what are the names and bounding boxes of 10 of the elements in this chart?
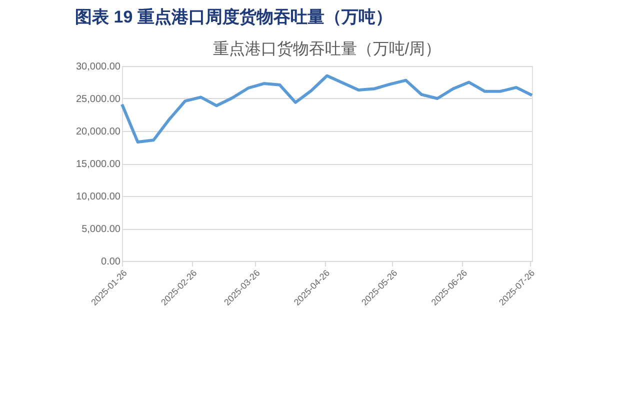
- y-tick-label: 25,000.00: [76, 94, 121, 105]
- y-tick-label: 5,000.00: [82, 224, 121, 235]
- y-tick-label: 0.00: [101, 256, 121, 268]
- line-series: [120, 74, 534, 144]
- chart-subtitle: 重点港口货物吞吐量（万吨/周）: [212, 40, 442, 58]
- y-tick-label: 15,000.00: [76, 159, 121, 170]
- y-tick-label: 20,000.00: [76, 126, 121, 138]
- y-tick-label: 30,000.00: [76, 62, 121, 72]
- y-tick-label: 10,000.00: [76, 192, 121, 202]
- chart-title: 图表 19 重点港口周度货物吞吐量（万吨）: [75, 8, 392, 26]
